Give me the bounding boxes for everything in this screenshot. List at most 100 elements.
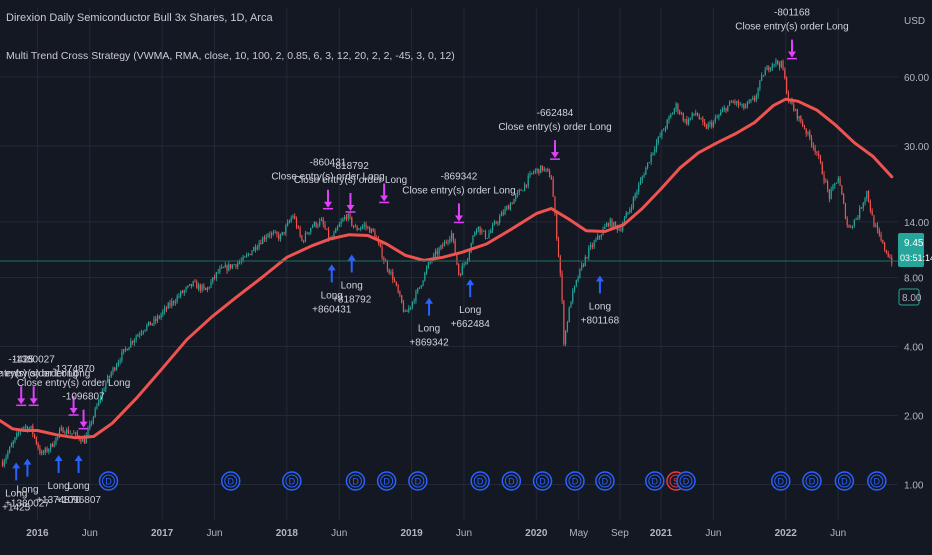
event-label: D	[227, 477, 234, 487]
candle-body	[160, 314, 162, 318]
exit-label: Close entry(s) order Long	[0, 368, 90, 379]
candle-body	[137, 334, 139, 337]
candle-body	[869, 201, 871, 211]
dividend-marker-icon[interactable]: D	[595, 471, 615, 491]
candle-body	[55, 437, 57, 445]
candle-body	[707, 123, 709, 129]
dividend-marker-icon[interactable]: D	[470, 471, 490, 491]
candle-body	[714, 117, 716, 122]
candle-body	[712, 121, 715, 127]
candle-body	[219, 268, 221, 272]
candle-body	[42, 451, 45, 453]
candle-body	[634, 194, 636, 198]
candle-body	[326, 228, 328, 230]
dividend-marker-icon[interactable]: D	[645, 471, 665, 491]
candle-body	[787, 93, 790, 102]
candle-body	[659, 135, 661, 137]
exit-label: Close entry(s) order Long	[735, 22, 848, 33]
candle-body	[313, 222, 315, 226]
dividend-marker-icon[interactable]: D	[98, 471, 119, 491]
candle-body	[728, 102, 731, 106]
candle-body	[538, 168, 540, 174]
x-axis[interactable]: 2016 Jun 2017 Jun 2018 Jun 2019 Jun 2020 May Sep 20…	[26, 528, 846, 539]
y-axis[interactable]: USD 1.00 2.00 4.00 8.00 14.00 30.00 60.00	[904, 16, 929, 492]
candle-body	[509, 203, 511, 210]
dividend-marker-icon[interactable]: D	[676, 471, 696, 491]
candle-body	[611, 219, 613, 228]
candle-body	[392, 271, 394, 280]
candle-body	[16, 433, 18, 438]
exit-arrow-icon	[787, 51, 796, 58]
candle-body	[668, 117, 670, 121]
entry-arrow-icon	[425, 297, 434, 304]
candle-body	[80, 439, 82, 442]
candle-body	[440, 245, 442, 249]
x-tick-label: 2016	[26, 528, 49, 539]
dividend-marker-icon[interactable]: D	[376, 471, 397, 491]
entry-arrow-icon	[23, 458, 32, 465]
candle-body	[807, 131, 809, 134]
candle-body	[433, 253, 435, 260]
candle-body	[315, 222, 317, 227]
candle-body	[786, 78, 788, 94]
candle-body	[472, 235, 474, 244]
event-label: D	[874, 477, 881, 487]
candle-body	[876, 225, 879, 230]
candle-body	[557, 238, 560, 257]
candle-body	[851, 225, 854, 228]
candle-body	[613, 222, 615, 228]
strategy-legend[interactable]: Multi Trend Cross Strategy (VWMA, RMA, c…	[6, 50, 455, 62]
candle-body	[821, 162, 823, 175]
candle-body	[98, 400, 100, 406]
candle-body	[411, 301, 413, 307]
dividend-marker-icon[interactable]: D	[345, 471, 366, 491]
candle-body	[142, 331, 144, 333]
candle-body	[251, 251, 253, 255]
candle-body	[94, 408, 96, 417]
candle-body	[107, 376, 109, 383]
candle-body	[189, 283, 191, 286]
exit-arrow-icon	[69, 408, 78, 415]
candle-body	[696, 113, 699, 117]
candle-body	[60, 427, 62, 431]
long-entry-signal: Long+1380027	[5, 458, 50, 510]
dividend-marker-icon[interactable]: D	[282, 471, 302, 491]
candle-body	[409, 306, 412, 308]
dividend-marker-icon[interactable]: D	[834, 471, 855, 491]
exit-label: -818792	[332, 161, 369, 172]
event-label: D	[809, 477, 816, 487]
dividend-marker-icon[interactable]: D	[408, 471, 428, 491]
dividend-marker-icon[interactable]: D	[565, 471, 585, 491]
candle-body	[115, 365, 118, 370]
candle-body	[171, 301, 173, 306]
candle-body	[206, 287, 209, 291]
dividend-marker-icon[interactable]: D	[220, 471, 241, 491]
candle-body	[308, 232, 310, 234]
candle-body	[244, 256, 246, 258]
candle-body	[144, 329, 146, 332]
candle-body	[397, 285, 399, 292]
entry-label: Long	[47, 481, 69, 492]
entry-label: +1374870	[36, 495, 81, 506]
y-tick-label: 1.00	[904, 481, 924, 492]
dividend-marker-icon[interactable]: D	[532, 471, 553, 491]
candle-body	[777, 60, 779, 64]
candle-body	[283, 231, 285, 234]
dividend-marker-icon[interactable]: D	[802, 471, 822, 491]
candle-body	[23, 426, 25, 428]
entry-label: +860431	[312, 304, 352, 315]
dividend-marker-icon[interactable]: D	[867, 471, 887, 491]
candle-body	[524, 184, 526, 191]
candle-body	[285, 225, 287, 234]
candle-body	[798, 116, 800, 119]
candle-body	[762, 75, 765, 77]
dividend-marker-icon[interactable]: D	[501, 471, 522, 491]
candle-body	[37, 443, 39, 448]
close-exit-signal: -818792 Close entry(s) order Long	[294, 161, 407, 213]
entry-label: Long	[321, 290, 343, 301]
candle-body	[709, 122, 711, 124]
dividend-marker-icon[interactable]: D	[771, 471, 791, 491]
candle-body	[739, 104, 741, 106]
